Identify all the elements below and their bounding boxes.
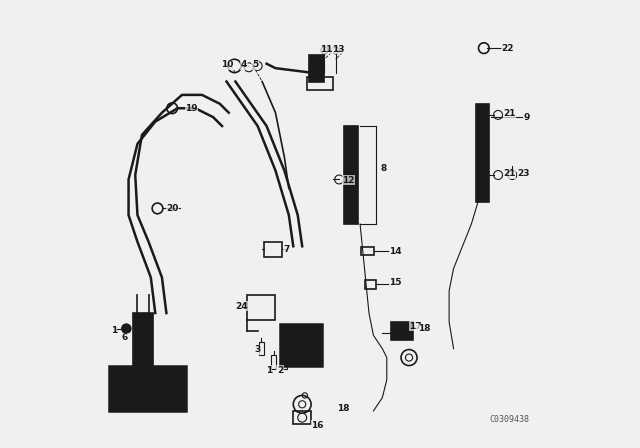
Bar [271,355,276,369]
Bar [264,242,282,258]
Text: 16: 16 [311,421,324,430]
Text: C0309438: C0309438 [489,415,529,424]
Bar [479,108,484,115]
Bar [479,142,484,148]
Bar [365,280,376,289]
Text: 21: 21 [504,109,516,118]
Text: 1: 1 [266,366,272,375]
Bar [479,153,484,159]
Text: 12: 12 [342,176,355,185]
Bar [391,322,413,340]
Bar [259,342,264,355]
Text: 24: 24 [236,302,248,311]
Text: 1: 1 [111,326,117,336]
Text: 21: 21 [504,169,516,178]
Text: 13: 13 [332,45,344,54]
Bar [479,119,484,126]
Bar [344,126,358,224]
Text: 18: 18 [418,324,431,333]
Text: 4: 4 [241,60,247,69]
Text: 14: 14 [389,247,402,256]
Text: 9: 9 [524,112,531,122]
Bar [348,208,353,215]
Bar [476,104,489,202]
Bar [362,247,374,255]
Text: 20: 20 [166,204,179,213]
Bar [348,164,353,171]
Text: 8: 8 [380,164,387,173]
Text: 11: 11 [320,45,333,54]
Bar [479,130,484,137]
Text: 7: 7 [284,245,290,254]
Bar [348,130,353,137]
Bar [348,175,353,182]
Circle shape [122,324,131,333]
Bar [246,295,275,320]
Text: 10: 10 [221,60,234,69]
Bar [280,324,322,366]
Text: 23: 23 [518,169,530,178]
Bar [479,175,484,182]
Text: 19: 19 [185,104,198,113]
Bar [348,142,353,148]
Bar [133,313,153,366]
Bar [479,164,484,171]
Bar [309,55,324,82]
Text: 6: 6 [122,333,128,342]
Text: 5: 5 [252,60,258,69]
Text: 3: 3 [254,345,260,354]
Text: 22: 22 [502,43,514,52]
Bar [348,186,353,193]
Text: 17: 17 [409,322,422,331]
Bar [479,186,484,193]
Text: 18: 18 [337,404,349,413]
Bar [348,197,353,204]
Text: 2: 2 [277,366,283,375]
Bar [282,355,287,369]
Bar [348,153,353,159]
Bar [109,366,186,411]
Bar [293,411,311,424]
Text: 15: 15 [389,278,401,287]
Bar [307,77,333,90]
